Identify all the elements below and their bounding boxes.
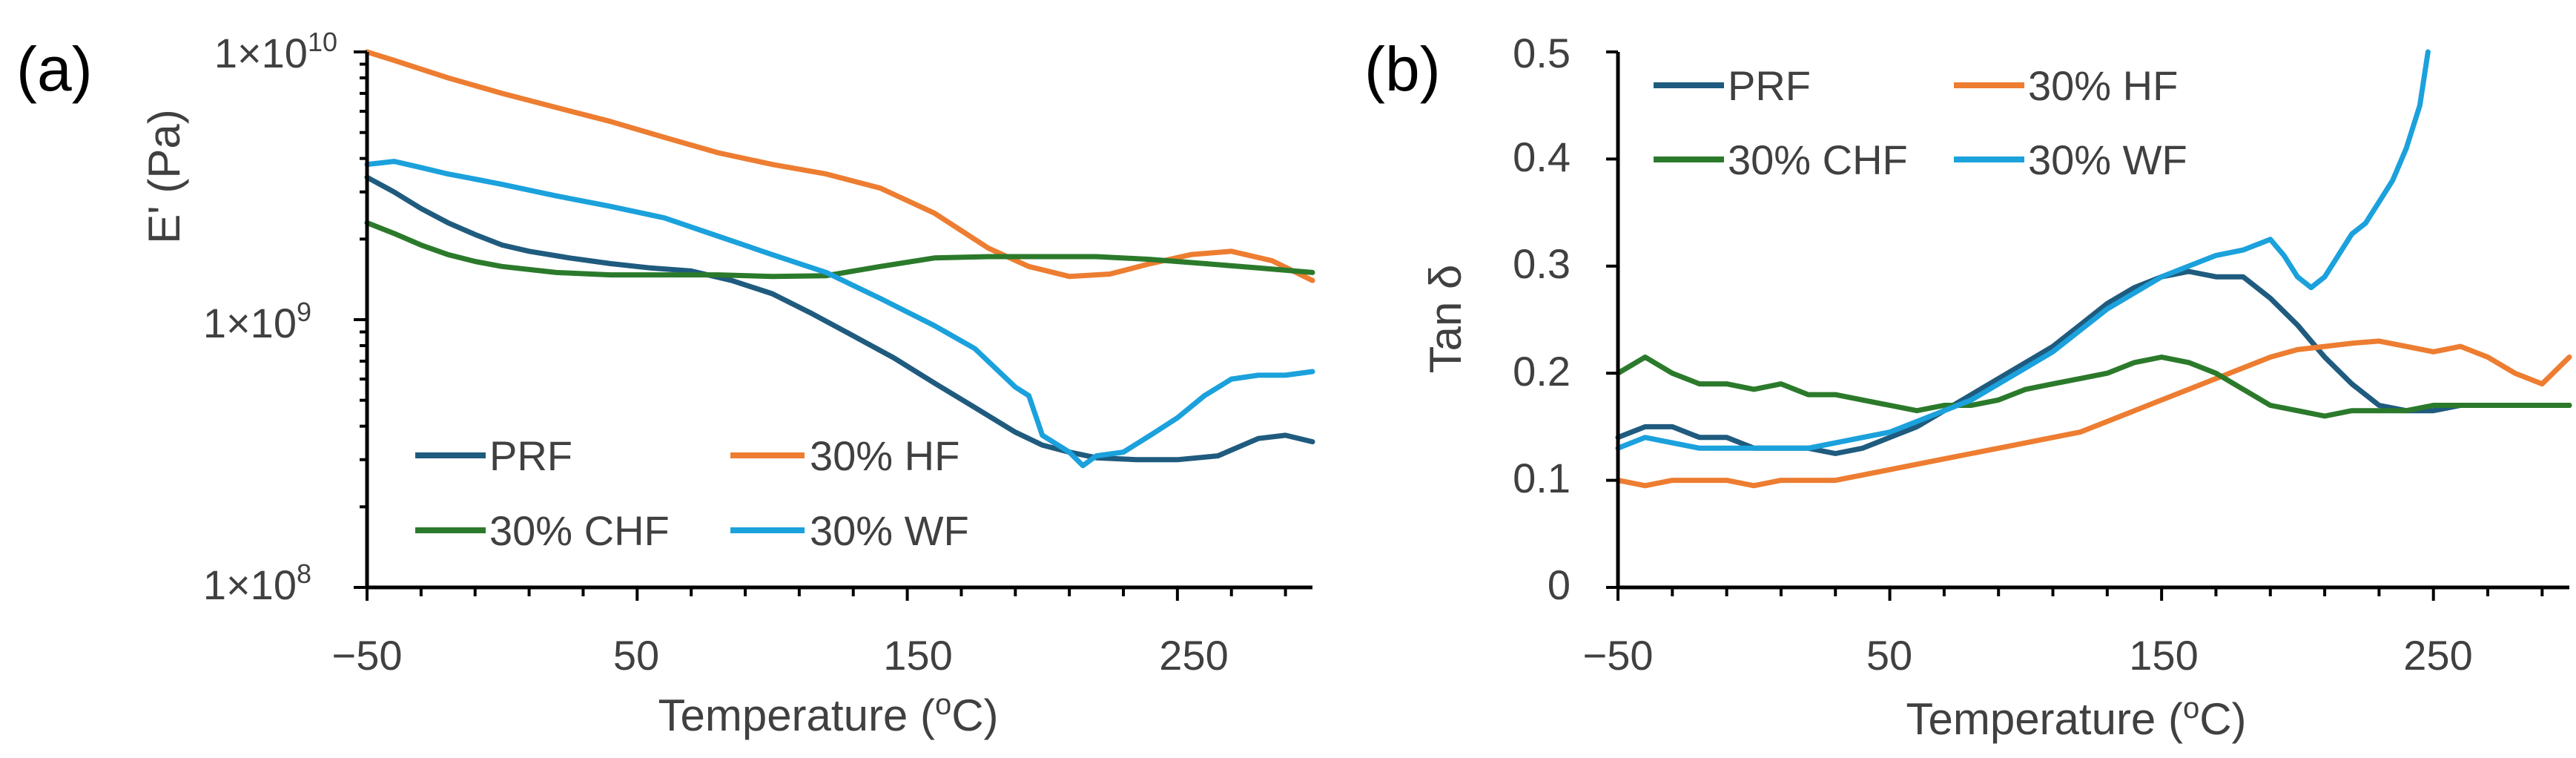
a-y-axis-title: E' (Pa) <box>139 109 189 244</box>
a-series-line-30-chf <box>364 220 1315 280</box>
a-y-tick-label: 1×108 <box>203 558 311 608</box>
b-x-tick-labels: −50 50 150 250 <box>1583 632 2473 679</box>
a-x-title-end: C) <box>951 691 998 740</box>
b-series-line-30-wf <box>1615 49 2431 451</box>
a-x-title-main: Temperature ( <box>658 691 934 740</box>
b-y-tick-labels: 0 0.1 0.2 0.3 0.4 0.5 <box>1513 30 1571 608</box>
a-x-tick-label: −50 <box>332 632 403 679</box>
a-y-tick-label: 1×109 <box>203 297 311 346</box>
b-y-tick-label: 0.1 <box>1513 455 1571 501</box>
b-series-line-30-hf <box>1615 338 2572 489</box>
b-legend-label-chf: 30% CHF <box>1728 136 1908 183</box>
a-y-tick-labels: 1×1010 1×109 1×108 <box>203 27 337 608</box>
a-series-group <box>364 49 1315 469</box>
panel-b: (b) 0 0.1 0.2 0.3 0.4 0.5 Tan δ −50 50 1… <box>1364 30 2572 744</box>
a-series-line-prf <box>364 174 1315 463</box>
a-y-tick-base: 1×10 <box>214 30 308 76</box>
a-y-tick-label: 1×1010 <box>214 27 337 76</box>
b-y-tick-label: 0.3 <box>1513 240 1571 287</box>
a-x-tick-labels: −50 50 150 250 <box>332 632 1229 679</box>
a-x-tick-label: 250 <box>1159 632 1228 679</box>
b-y-tick-label: 0.5 <box>1513 30 1571 76</box>
a-y-tick-exp: 9 <box>297 297 311 327</box>
a-y-tick-exp: 10 <box>308 27 337 57</box>
b-y-tick-label: 0 <box>1548 561 1571 608</box>
b-series-line-30-chf <box>1615 355 2572 419</box>
panel-b-label: (b) <box>1364 34 1441 104</box>
b-y-axis-title: Tan δ <box>1421 265 1470 374</box>
b-legend: PRF 30% HF 30% CHF 30% WF <box>1654 62 2187 183</box>
a-legend-label-prf: PRF <box>489 432 572 479</box>
b-legend-label-prf: PRF <box>1728 62 1811 109</box>
b-x-title-main: Temperature ( <box>1906 694 2182 744</box>
b-x-tick-label: 250 <box>2403 632 2472 679</box>
a-x-axis-title: Temperature (oC) <box>658 688 998 740</box>
b-x-tick-label: 50 <box>1866 632 1912 679</box>
a-y-tick-exp: 8 <box>297 558 311 589</box>
a-legend-label-wf: 30% WF <box>810 507 969 554</box>
a-y-tick-base: 1×10 <box>203 300 297 346</box>
a-x-title-sup: o <box>935 688 951 721</box>
b-x-tick-label: 150 <box>2129 632 2198 679</box>
b-y-tick-label: 0.2 <box>1513 348 1571 395</box>
panel-a-label: (a) <box>16 34 93 104</box>
a-legend-label-hf: 30% HF <box>810 432 960 479</box>
a-series-line-30-hf <box>364 49 1315 283</box>
b-x-axis-title: Temperature (oC) <box>1906 692 2246 744</box>
b-x-title-end: C) <box>2199 694 2246 744</box>
a-legend-label-chf: 30% CHF <box>489 507 670 554</box>
b-legend-label-wf: 30% WF <box>2028 136 2187 183</box>
b-legend-label-hf: 30% HF <box>2028 62 2178 109</box>
a-x-tick-label: 150 <box>883 632 952 679</box>
a-y-tick-base: 1×10 <box>203 561 297 608</box>
b-x-title-sup: o <box>2183 692 2199 725</box>
a-axes <box>354 50 1312 601</box>
b-axes <box>1606 50 2569 601</box>
a-legend: PRF 30% HF 30% CHF 30% WF <box>415 432 969 554</box>
b-x-tick-label: −50 <box>1583 632 1654 679</box>
a-x-tick-label: 50 <box>613 632 659 679</box>
panel-a: (a) 1×1010 1×109 1×108 E' (Pa) −50 50 15… <box>16 27 1315 740</box>
b-series-group <box>1615 49 2572 489</box>
b-y-tick-label: 0.4 <box>1513 134 1571 180</box>
a-series-line-30-wf <box>364 159 1315 469</box>
